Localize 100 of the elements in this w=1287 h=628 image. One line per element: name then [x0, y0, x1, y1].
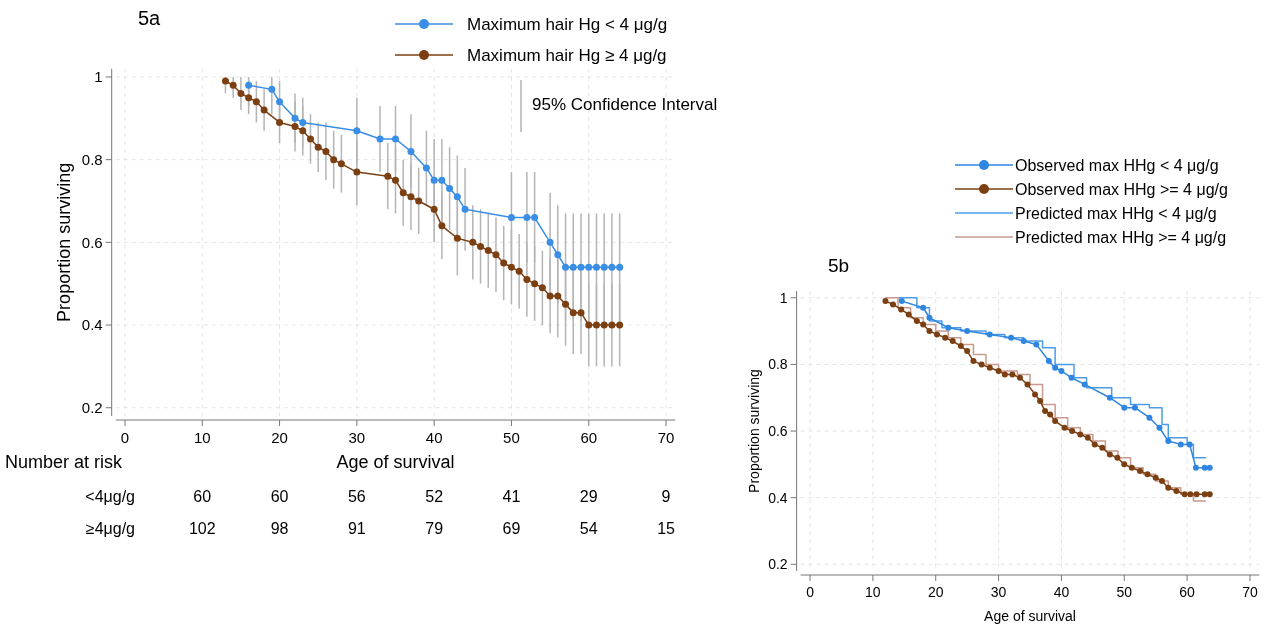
- point: [1177, 441, 1184, 448]
- point: [577, 309, 585, 317]
- point: [585, 321, 593, 329]
- x-tick-label: 20: [271, 429, 288, 446]
- point: [546, 238, 554, 246]
- y-tick-label: 1: [779, 289, 788, 306]
- point: [1152, 474, 1159, 481]
- point: [1186, 441, 1193, 448]
- point: [1077, 431, 1084, 438]
- point: [523, 276, 531, 284]
- point: [531, 214, 539, 222]
- point: [592, 263, 600, 271]
- point: [453, 193, 461, 201]
- point: [1024, 381, 1031, 388]
- point: [1158, 478, 1165, 485]
- point: [1009, 371, 1016, 378]
- point: [477, 242, 485, 250]
- point: [920, 304, 927, 311]
- point: [245, 81, 253, 89]
- y-tick-label: 0.2: [768, 556, 788, 573]
- point: [523, 214, 531, 222]
- point: [942, 334, 949, 341]
- legend-label: Predicted max HHg < 4 μg/g: [1015, 204, 1217, 222]
- point: [1052, 364, 1059, 371]
- point: [237, 90, 245, 98]
- point: [1045, 358, 1052, 365]
- point: [1192, 464, 1199, 471]
- point: [1091, 441, 1098, 448]
- point: [507, 263, 515, 271]
- point: [964, 328, 971, 335]
- point: [353, 168, 361, 176]
- text: 52: [425, 488, 444, 505]
- x-tick-label: 50: [1116, 584, 1133, 600]
- point: [926, 328, 933, 335]
- point: [986, 364, 993, 371]
- point: [507, 214, 515, 222]
- point: [1058, 368, 1065, 375]
- point: [546, 292, 554, 300]
- point: [898, 306, 905, 313]
- point: [1037, 398, 1044, 405]
- point: [945, 324, 952, 331]
- text: 60: [193, 488, 212, 505]
- point: [430, 176, 438, 184]
- point: [407, 147, 415, 155]
- point: [399, 189, 407, 197]
- point: [291, 114, 299, 122]
- point: [970, 358, 977, 365]
- text: 56: [347, 488, 366, 505]
- point: [1042, 408, 1049, 415]
- y-tick-label: 0.2: [81, 398, 103, 416]
- point: [608, 321, 616, 329]
- point: [1033, 341, 1040, 348]
- x-tick-label: 30: [990, 584, 1007, 600]
- point: [562, 263, 570, 271]
- text: Number at risk: [5, 452, 124, 472]
- point: [592, 321, 600, 329]
- point: [299, 118, 307, 126]
- point: [1121, 404, 1128, 411]
- y-axis-title: Proportion surviving: [53, 162, 74, 322]
- point: [1173, 488, 1180, 495]
- point: [245, 94, 253, 102]
- chart-title: 5b: [828, 255, 850, 276]
- y-axis-title: Proportion surviving: [745, 369, 762, 493]
- point: [1106, 451, 1113, 458]
- point: [422, 164, 430, 172]
- point: [889, 301, 896, 308]
- point: [337, 160, 345, 168]
- point: [1106, 394, 1113, 401]
- point: [1052, 418, 1059, 425]
- point: [978, 361, 985, 368]
- point: [1001, 371, 1008, 378]
- point: [430, 205, 438, 213]
- point: [1128, 464, 1135, 471]
- text: 54: [579, 520, 598, 537]
- x-tick-label: 0: [120, 429, 130, 446]
- point: [453, 234, 461, 242]
- point: [608, 263, 616, 271]
- y-tick-label: 0.4: [768, 489, 788, 506]
- text: 60: [270, 488, 289, 505]
- point: [600, 321, 608, 329]
- point: [469, 238, 477, 246]
- text: 41: [502, 488, 521, 505]
- point: [1061, 424, 1068, 431]
- y-tick-label: 0.4: [81, 316, 103, 334]
- point: [1187, 491, 1194, 498]
- x-tick-label: 10: [865, 584, 881, 600]
- point: [438, 222, 446, 230]
- point: [415, 197, 423, 205]
- point: [314, 143, 322, 151]
- point: [933, 331, 940, 338]
- x-axis-title: Age of survival: [336, 452, 455, 472]
- point: [882, 298, 889, 305]
- point: [353, 127, 361, 135]
- point: [569, 263, 577, 271]
- point: [260, 106, 268, 114]
- text: 91: [347, 520, 366, 537]
- x-tick-label: 70: [1242, 584, 1258, 600]
- x-axis-title: Age of survival: [984, 608, 1076, 624]
- point: [554, 292, 562, 300]
- point: [1206, 464, 1213, 471]
